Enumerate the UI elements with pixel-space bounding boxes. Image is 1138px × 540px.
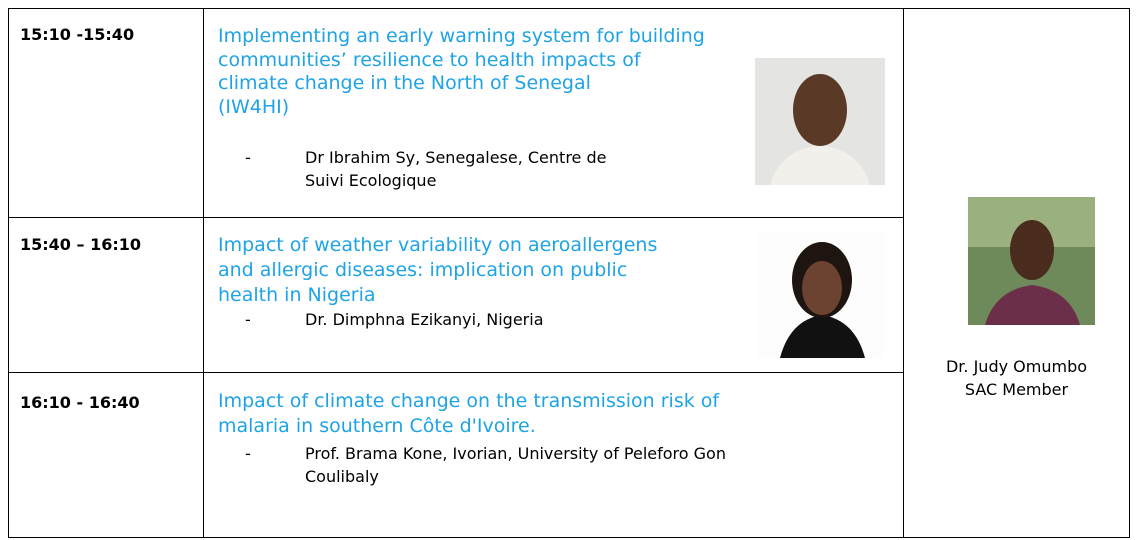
- talk-title: health in Nigeria: [218, 286, 376, 305]
- session-time: 16:10 - 16:40: [20, 395, 140, 411]
- talk-title: (IW4HI): [218, 98, 289, 117]
- talk-title: and allergic diseases: implication on pu…: [218, 261, 627, 280]
- speaker: Prof. Brama Kone, Ivorian, University of…: [305, 446, 726, 462]
- chair-role: SAC Member: [903, 382, 1130, 398]
- speaker: Dr. Dimphna Ezikanyi, Nigeria: [305, 312, 544, 328]
- speaker: Dr Ibrahim Sy, Senegalese, Centre de: [305, 150, 606, 166]
- bullet: -: [245, 446, 251, 462]
- bullet: -: [245, 312, 251, 328]
- chair-name: Dr. Judy Omumbo: [903, 359, 1130, 375]
- speaker: Coulibaly: [305, 469, 379, 485]
- speaker-photo: [757, 232, 885, 358]
- talk-title: Impact of climate change on the transmis…: [218, 392, 719, 411]
- bullet: -: [245, 150, 251, 166]
- talk-title: communities’ resilience to health impact…: [218, 51, 641, 70]
- speaker: Suivi Ecologique: [305, 173, 436, 189]
- talk-title: Impact of weather variability on aeroall…: [218, 236, 657, 255]
- talk-title: Implementing an early warning system for…: [218, 27, 705, 46]
- session-time: 15:40 – 16:10: [20, 237, 141, 253]
- page: 15:10 -15:40 Implementing an early warnin…: [0, 0, 1138, 540]
- talk-title: malaria in southern Côte d'Ivoire.: [218, 417, 536, 436]
- talk-title: climate change in the North of Senegal: [218, 74, 591, 93]
- session-time: 15:10 -15:40: [20, 27, 134, 43]
- speaker-photo: [755, 58, 885, 185]
- chair-photo: [968, 197, 1095, 325]
